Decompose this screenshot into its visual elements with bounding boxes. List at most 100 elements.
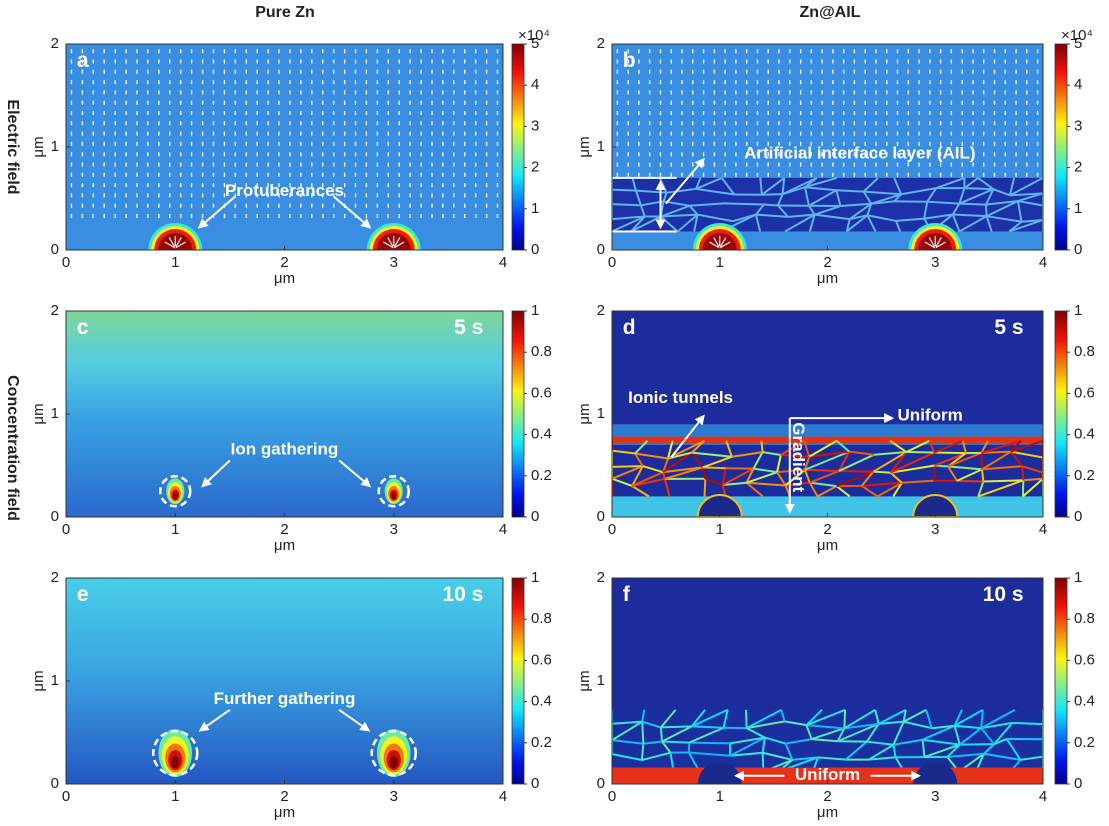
- tunnel: [762, 451, 782, 457]
- tunnel: [776, 193, 784, 206]
- tunnel: [803, 186, 810, 207]
- tunnel: [984, 188, 995, 206]
- tunnel: [922, 738, 960, 746]
- tunnel: [836, 440, 850, 453]
- tunnel: [814, 213, 850, 221]
- highlight-circle: [152, 729, 199, 777]
- tunnel: [723, 202, 764, 206]
- tunnel: [691, 725, 724, 729]
- tunnel: [981, 439, 1022, 454]
- tunnel: [634, 452, 644, 467]
- tunnel: [954, 724, 982, 730]
- colorbar-tick-label: 4: [1074, 76, 1082, 93]
- colorbar-tick-label: 2: [1074, 159, 1082, 176]
- tunnel: [804, 186, 837, 192]
- tunnel: [814, 205, 841, 216]
- tunnel: [792, 756, 819, 761]
- arrow: [197, 195, 236, 229]
- tunnel: [745, 709, 748, 729]
- colorbar-tick-label: 0.6: [1074, 384, 1095, 401]
- tunnel: [926, 187, 938, 203]
- panel: [612, 578, 1043, 784]
- tunnel: [889, 471, 903, 484]
- row-label: Concentration field: [4, 375, 21, 521]
- tunnel: [849, 450, 875, 456]
- y-axis-label: μm: [576, 136, 593, 157]
- tunnel: [933, 465, 936, 481]
- tunnel: [993, 188, 1011, 197]
- tunnel: [808, 439, 838, 458]
- y-tick-label: 0: [51, 241, 59, 258]
- tunnel: [722, 709, 729, 728]
- tunnel: [902, 709, 907, 722]
- tunnel: [725, 440, 733, 458]
- tunnel: [843, 709, 847, 729]
- tunnel: [922, 724, 955, 741]
- colorbar-tick-label: 0: [1074, 508, 1082, 525]
- field-vectors: [70, 49, 499, 218]
- panel: [66, 311, 503, 517]
- tunnel: [961, 440, 967, 454]
- tunnel: [843, 708, 876, 730]
- tunnel: [845, 740, 868, 761]
- tunnel: [981, 465, 1023, 471]
- y-tick-label: 0: [597, 241, 605, 258]
- tunnel: [695, 176, 723, 190]
- time-label: 10 s: [983, 583, 1024, 606]
- tunnel: [639, 204, 646, 217]
- tunnel: [631, 477, 666, 487]
- y-tick-label: 1: [51, 138, 59, 155]
- tunnel: [953, 709, 963, 727]
- tunnel: [928, 440, 936, 453]
- tunnel: [868, 756, 896, 761]
- tunnel: [981, 721, 1013, 730]
- tunnel: [977, 481, 985, 497]
- x-tick-label: 1: [171, 254, 179, 271]
- tunnel: [866, 214, 877, 232]
- tunnel: [817, 756, 846, 761]
- tunnel: [860, 471, 875, 487]
- tunnel: [874, 709, 880, 725]
- tunnel: [746, 471, 778, 484]
- x-tick-label: 2: [280, 521, 288, 538]
- tunnel: [697, 213, 734, 223]
- tunnel: [732, 213, 757, 223]
- tunnel: [1017, 200, 1043, 207]
- tunnel: [776, 454, 782, 473]
- concentration-map: [612, 311, 1043, 517]
- arrow: [333, 195, 372, 229]
- colorbar-multiplier: ×10⁴: [518, 27, 550, 44]
- x-tick-label: 3: [390, 254, 398, 271]
- tunnel: [754, 214, 762, 232]
- field-arrow: [164, 236, 186, 249]
- tunnel: [787, 213, 815, 218]
- tunnel: [804, 456, 811, 471]
- tunnel: [895, 217, 925, 222]
- x-tick-label: 1: [171, 521, 179, 538]
- tunnel: [722, 467, 754, 486]
- column-title: Pure Zn: [255, 4, 315, 21]
- tunnel: [701, 467, 707, 479]
- tunnel: [803, 440, 811, 458]
- colorbar-tick-label: 4: [531, 76, 539, 93]
- panel-label: a: [77, 49, 89, 72]
- colorbar-tick-label: 0.4: [531, 426, 552, 443]
- tunnel: [662, 458, 670, 473]
- tunnel: [755, 203, 765, 216]
- tunnel: [903, 720, 933, 730]
- colorbar-tick-label: 0: [531, 241, 539, 258]
- colorbar-tick-label: 0.4: [1074, 693, 1095, 710]
- tunnel: [687, 742, 691, 753]
- tunnel: [703, 478, 707, 497]
- y-tick-label: 0: [51, 775, 59, 792]
- annotation: Ion gathering: [231, 440, 339, 459]
- tunnel: [873, 470, 891, 474]
- panel: [66, 44, 503, 250]
- y-tick-label: 0: [51, 508, 59, 525]
- tunnel: [878, 720, 904, 725]
- tunnel: [838, 470, 874, 473]
- tunnel: [761, 177, 785, 196]
- highlight-circle: [377, 475, 410, 508]
- colorbar: [1054, 43, 1068, 251]
- concentration-map: [66, 578, 503, 784]
